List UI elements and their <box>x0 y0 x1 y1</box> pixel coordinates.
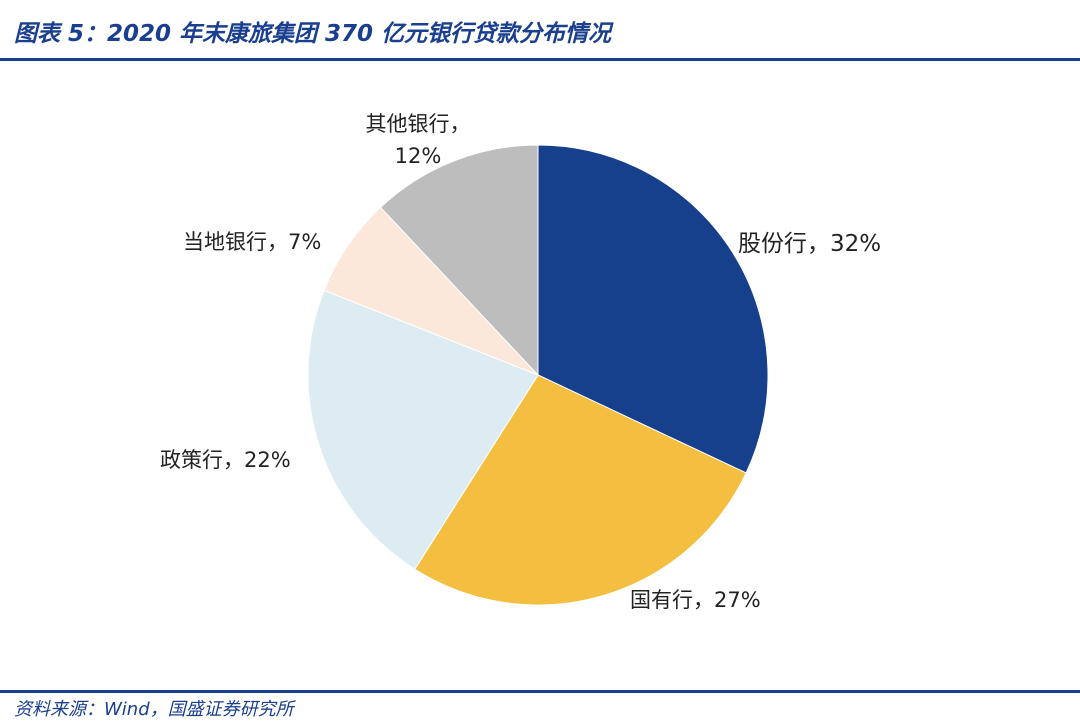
pie-slice <box>379 144 539 377</box>
slice-label: 当地银行，7% <box>183 230 321 254</box>
pie-slice <box>537 144 769 474</box>
source-note: 资料来源：Wind，国盛证券研究所 <box>14 699 294 720</box>
footer-divider <box>0 690 1080 693</box>
chart-title: 图表 5：2020 年末康旅集团 370 亿元银行贷款分布情况 <box>14 21 612 47</box>
title-divider <box>0 58 1080 61</box>
slice-label: 其他银行， 12% <box>366 112 471 168</box>
pie-slice <box>323 206 539 376</box>
slice-label: 股份行，32% <box>738 231 881 257</box>
pie-slice <box>414 374 747 606</box>
slice-label: 国有行，27% <box>630 588 761 612</box>
slice-label: 政策行，22% <box>160 448 291 472</box>
pie-slice <box>307 289 539 570</box>
